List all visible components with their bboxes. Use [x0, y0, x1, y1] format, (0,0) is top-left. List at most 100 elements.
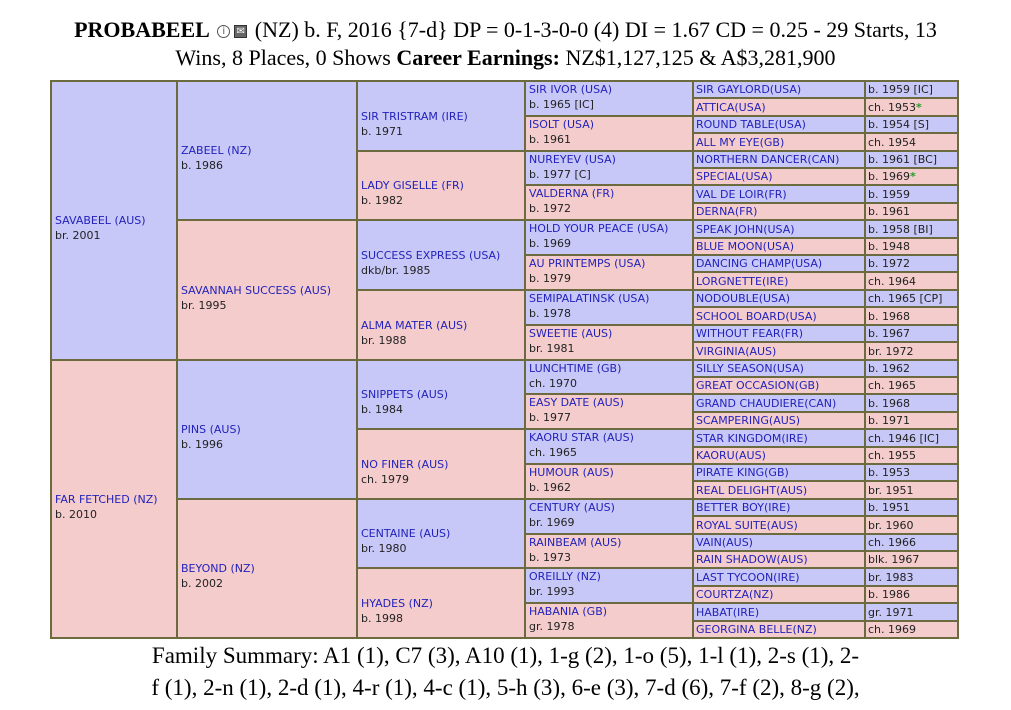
horse-name-link[interactable]: RAIN SHADOW: [696, 553, 777, 566]
horse-detail: b. 1961: [868, 205, 910, 218]
horse-name-line: NUREYEV (USA): [529, 152, 692, 167]
horse-country: (AUS): [299, 283, 332, 297]
horse-name-link[interactable]: BLUE MOON: [696, 240, 763, 253]
horse-entry: LADY GISELLE (FR) b. 1982: [361, 178, 524, 208]
horse-name-line: SIR TRISTRAM (IRE): [361, 109, 524, 124]
envelope-icon[interactable]: ✉: [234, 25, 248, 39]
horse-name-link[interactable]: GREAT OCCASION: [696, 379, 795, 392]
horse-name-link[interactable]: NODOUBLE: [696, 292, 759, 305]
horse-detail: ch. 1966: [868, 536, 917, 549]
horse-name-link[interactable]: SWEETIE: [529, 327, 578, 340]
horse-entry: ALMA MATER (AUS) br. 1988: [361, 318, 524, 348]
horse-detail: b. 1971: [868, 414, 910, 427]
horse-entry: SIR TRISTRAM (IRE) b. 1971: [361, 109, 524, 139]
horse-name-link[interactable]: REAL DELIGHT: [696, 483, 777, 497]
horse-country: (USA): [763, 222, 795, 236]
horse-name-link[interactable]: PIRATE KING: [696, 466, 765, 479]
horse-country: (AUS): [114, 214, 146, 227]
horse-name-link[interactable]: CENTAINE: [361, 527, 416, 540]
horse-name-link[interactable]: HABAT: [696, 605, 733, 619]
horse-name-link[interactable]: SCHOOL BOARD: [696, 309, 786, 323]
horse-name-link[interactable]: SEMIPALATINSK: [529, 292, 615, 305]
horse-name-link[interactable]: COURTZA: [696, 588, 750, 601]
horse-name-link[interactable]: AU PRINTEMPS: [529, 257, 611, 270]
horse-name-link[interactable]: DANCING CHAMP: [696, 257, 791, 270]
horse-name-link[interactable]: OREILLY: [529, 570, 574, 583]
horse-name-link[interactable]: VIRGINIA: [696, 344, 746, 358]
horse-name-link[interactable]: HYADES: [361, 596, 406, 610]
pedigree-cell-g5-name: GRAND CHAUDIERE (CAN): [694, 395, 864, 411]
horse-detail: b. 1978: [529, 307, 571, 320]
horse-name-link[interactable]: ATTICA: [696, 100, 735, 114]
pedigree-cell-g5-name: KAORU (AUS): [694, 448, 864, 463]
horse-name-link[interactable]: ZABEEL: [181, 144, 224, 157]
earnings-value: NZ$1,127,125 & A$3,281,900: [559, 45, 836, 70]
horse-name-link[interactable]: BEYOND: [181, 562, 227, 575]
horse-name-link[interactable]: HOLD YOUR PEACE: [529, 222, 634, 235]
pedigree-cell-g4: OREILLY (NZ) br. 1993: [526, 569, 692, 602]
horse-entry: KAORU STAR (AUS) ch. 1965: [529, 430, 692, 460]
horse-name-link[interactable]: LUNCHTIME: [529, 362, 594, 375]
horse-name-link[interactable]: BETTER BOY: [696, 501, 764, 514]
horse-detail: ch. 1955: [868, 449, 917, 462]
pedigree-cell-g5-detail: b. 1951: [866, 500, 957, 515]
horse-country: (IRE): [761, 274, 789, 288]
horse-name-link[interactable]: KAORU STAR: [529, 431, 600, 444]
horse-name-link[interactable]: WITHOUT FEAR: [696, 327, 781, 340]
horse-name-link[interactable]: HUMOUR: [529, 466, 580, 479]
horse-name-link[interactable]: NUREYEV: [529, 153, 582, 166]
horse-name-link[interactable]: SUCCESS EXPRESS: [361, 248, 466, 262]
horse-name-link[interactable]: ROYAL SUITE: [696, 518, 767, 532]
horse-detail: gr. 1971: [868, 605, 914, 619]
horse-country: (GB): [582, 605, 608, 618]
info-circle-icon[interactable]: i: [217, 25, 231, 39]
horse-name-line: OREILLY (NZ): [529, 569, 692, 584]
horse-name-link[interactable]: EASY DATE: [529, 396, 590, 409]
horse-name-link[interactable]: STAR KINGDOM: [696, 431, 782, 445]
horse-name-link[interactable]: FAR FETCHED: [55, 492, 130, 506]
horse-detail: b. 1971: [361, 124, 403, 138]
pedigree-cell-g5-detail: b. 1972: [866, 256, 957, 271]
horse-name-link[interactable]: SPECIAL: [696, 170, 742, 183]
horse-name-link[interactable]: SPEAK JOHN: [696, 222, 764, 236]
pedigree-cell-g3: LADY GISELLE (FR) b. 1982: [358, 152, 524, 219]
horse-name-link[interactable]: CENTURY: [529, 501, 581, 514]
horse-name-link[interactable]: LAST TYCOON: [696, 570, 774, 584]
horse-name-link[interactable]: SILLY SEASON: [696, 362, 773, 375]
horse-name-link[interactable]: SAVANNAH SUCCESS: [181, 283, 297, 297]
horse-name-link[interactable]: NORTHERN DANCER: [696, 153, 808, 166]
horse-name-link[interactable]: SIR TRISTRAM: [361, 109, 438, 123]
horse-name-link[interactable]: LORGNETTE: [696, 274, 762, 288]
horse-name-link[interactable]: PINS: [181, 423, 207, 436]
horse-name-link[interactable]: SAVABEEL: [55, 214, 111, 227]
pedigree-cell-g5-detail: ch. 1946 [IC]: [866, 430, 957, 446]
pedigree-cell-g5-detail: br. 1951: [866, 482, 957, 498]
horse-name-link[interactable]: SNIPPETS: [361, 388, 414, 401]
horse-name-link[interactable]: ISOLT: [529, 118, 560, 131]
horse-name-link[interactable]: DERNA: [696, 205, 735, 218]
horse-name-line: NO FINER (AUS): [361, 457, 524, 472]
horse-name-link[interactable]: VAIN: [696, 536, 722, 549]
horse-name-link[interactable]: ROUND TABLE: [696, 118, 775, 131]
horse-name-link[interactable]: ALMA MATER: [361, 318, 433, 332]
horse-detail: b. 1986: [181, 159, 223, 172]
horse-name-link[interactable]: RAINBEAM: [529, 536, 587, 549]
horse-name-link[interactable]: VALDERNA: [529, 187, 589, 200]
horse-name-link[interactable]: LADY GISELLE: [361, 179, 438, 192]
horse-name-link[interactable]: VAL DE LOIR: [696, 187, 765, 201]
horse-name-link[interactable]: SIR GAYLORD: [696, 83, 770, 96]
horse-name-link[interactable]: GRAND CHAUDIERE: [696, 396, 805, 410]
horse-name-link[interactable]: HABANIA: [529, 605, 579, 618]
horse-name-link[interactable]: GEORGINA BELLE: [696, 623, 793, 636]
horse-header: PROBABEEL i ✉ (NZ) b. F, 2016 {7-d} DP = …: [0, 16, 1011, 72]
horse-country: (AUS): [734, 449, 766, 462]
horse-name-link[interactable]: ALL MY EYE: [696, 135, 760, 149]
horse-name-link[interactable]: SCAMPERING: [696, 414, 769, 427]
starts-summary: Wins, 8 Places, 0 Shows: [175, 45, 397, 70]
horse-entry: SAVANNAH SUCCESS (AUS) br. 1995: [181, 283, 356, 313]
horse-name-link[interactable]: NO FINER: [361, 457, 414, 471]
horse-name-link[interactable]: SIR IVOR: [529, 83, 578, 96]
horse-name-link[interactable]: KAORU: [696, 449, 735, 462]
horse-detail: br. 1972: [868, 344, 914, 358]
horse-detail: b. 1967: [868, 327, 910, 340]
